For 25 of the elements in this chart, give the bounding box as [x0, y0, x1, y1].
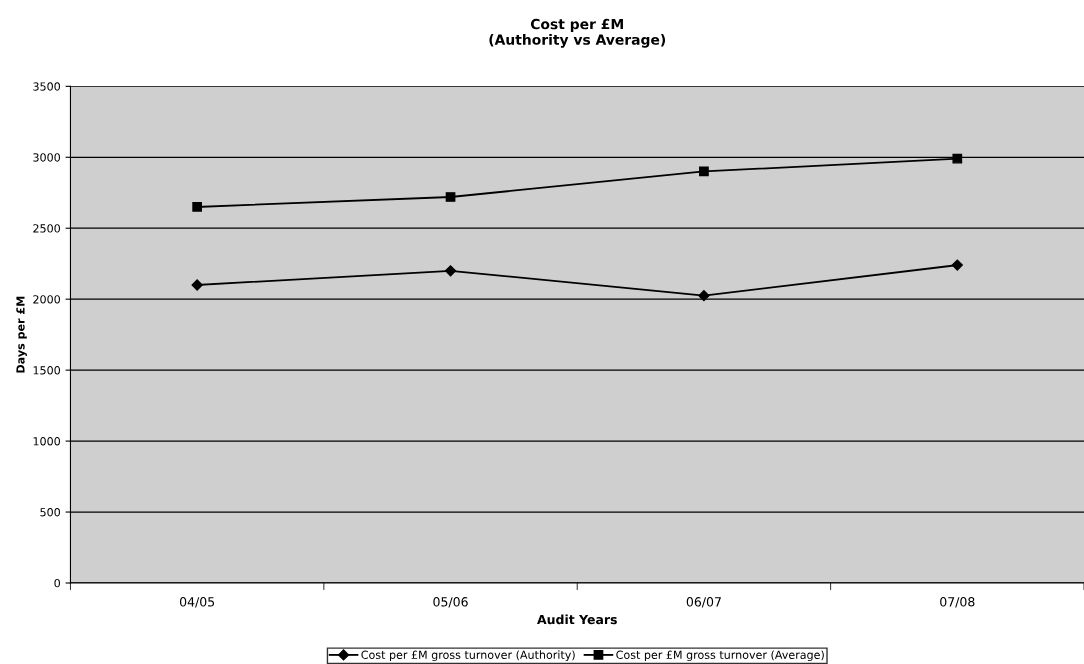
x-tick-label: 04/05 — [179, 597, 215, 608]
y-tick-label: 500 — [40, 508, 60, 517]
x-axis-title: Audit Years — [537, 614, 617, 625]
y-axis-title: Days per £M — [16, 296, 27, 373]
point — [445, 192, 456, 202]
chart-title: Cost per £M (Authority vs Average) — [489, 18, 666, 48]
y-tick-label: 1000 — [33, 437, 60, 446]
point — [951, 259, 963, 271]
x-tick-label: 06/07 — [686, 597, 721, 608]
y-tick-label: 1500 — [33, 366, 60, 375]
y-tick-label: 2000 — [33, 295, 60, 304]
point — [699, 166, 709, 177]
x-tick-label: 07/08 — [940, 597, 975, 608]
y-tick-label: 2500 — [33, 224, 60, 233]
point — [192, 202, 203, 212]
point — [191, 279, 203, 291]
point — [698, 290, 710, 302]
point — [444, 265, 457, 277]
y-tick-label: 3500 — [33, 82, 60, 91]
legend-label: Cost per £M gross turnover (Average) — [616, 650, 824, 662]
x-tick-label: 05/06 — [433, 597, 468, 608]
point — [952, 153, 963, 164]
y-tick-label: 3000 — [33, 153, 60, 162]
legend-label: Cost per £M gross turnover (Authority) — [361, 650, 575, 662]
y-tick-label: 0 — [54, 578, 60, 588]
